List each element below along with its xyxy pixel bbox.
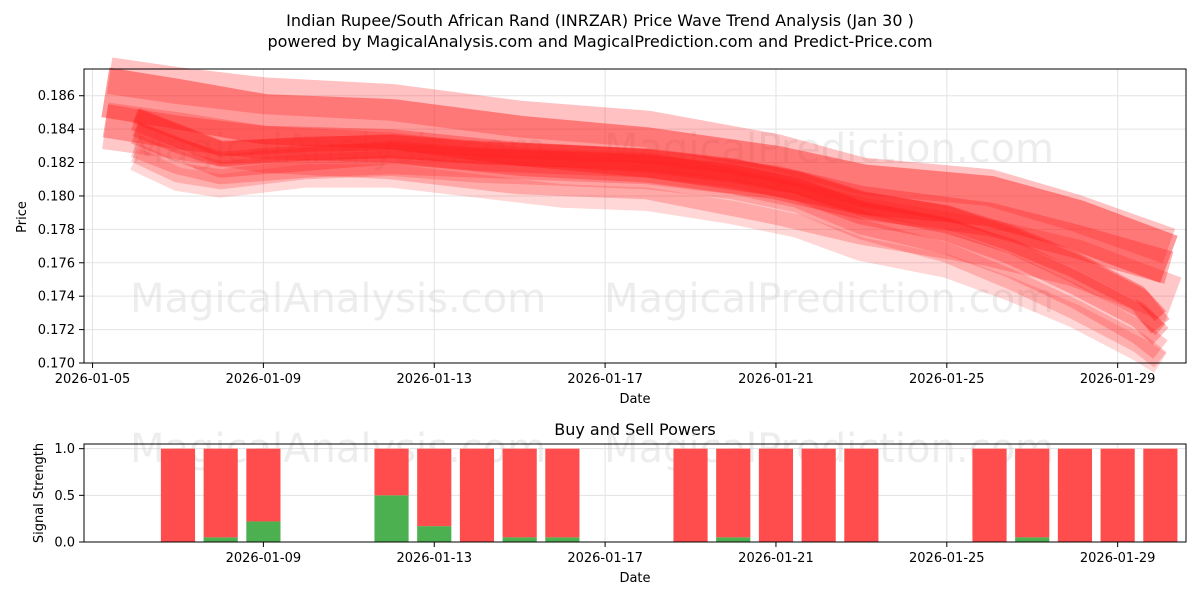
price-plot-frame xyxy=(83,68,1187,364)
power-y-axis-label: Signal Strength xyxy=(32,443,47,543)
power-y-ticks: 0.0 0.5 1.0 xyxy=(54,442,84,551)
buy-bar xyxy=(502,537,537,542)
sell-bar xyxy=(716,448,751,538)
band-upper-wide xyxy=(106,57,1176,264)
price-y-tick-label: 0.174 xyxy=(38,290,75,305)
band-lower-wide xyxy=(102,102,1182,322)
price-x-tick-label: 2026-01-25 xyxy=(909,372,985,387)
price-y-tick-label: 0.178 xyxy=(38,223,75,238)
sell-bar xyxy=(203,448,238,538)
price-x-ticks: 2026-01-05 2026-01-09 2026-01-13 2026-01-17… xyxy=(55,363,1156,387)
buy-bar xyxy=(246,521,281,542)
sell-bar xyxy=(1100,448,1135,542)
price-x-tick-label: 2026-01-29 xyxy=(1080,372,1156,387)
sell-bar xyxy=(545,448,580,538)
power-x-tick-label: 2026-01-25 xyxy=(909,551,985,566)
watermark-text: MagicalAnalysis.com xyxy=(130,126,546,172)
sell-bar xyxy=(801,448,836,542)
buy-bar xyxy=(203,537,238,542)
power-x-tick-label: 2026-01-17 xyxy=(567,551,643,566)
sell-bar xyxy=(246,448,281,522)
price-y-tick-label: 0.176 xyxy=(38,256,75,271)
sell-bar xyxy=(758,448,794,542)
sell-bar xyxy=(1015,448,1050,538)
buy-bar xyxy=(374,495,409,542)
price-y-tick-label: 0.182 xyxy=(38,156,75,171)
power-y-tick-label: 1.0 xyxy=(54,442,75,457)
watermark-text: MagicalPrediction.com xyxy=(604,276,1054,322)
band-upper-main xyxy=(101,67,1178,283)
power-x-ticks: 2026-01-09 2026-01-13 2026-01-17 2026-01-21… xyxy=(226,542,1156,566)
sell-bar xyxy=(160,448,196,542)
price-y-tick-label: 0.186 xyxy=(38,89,75,104)
price-y-tick-label: 0.172 xyxy=(38,323,75,338)
price-x-tick-label: 2026-01-21 xyxy=(738,372,814,387)
sell-bar xyxy=(374,448,409,496)
chart-title-line1: Indian Rupee/South African Rand (INRZAR)… xyxy=(286,11,914,30)
sell-bar xyxy=(673,448,708,542)
power-y-tick-label: 0.0 xyxy=(54,536,75,551)
price-watermarks: MagicalAnalysis.com MagicalPrediction.com… xyxy=(130,126,1054,322)
band-mid-2 xyxy=(131,121,1169,345)
price-x-axis-label: Date xyxy=(619,392,650,407)
band-core-2 xyxy=(132,122,1166,336)
buy-bar xyxy=(1015,537,1050,542)
sell-bar xyxy=(459,448,495,542)
power-x-tick-label: 2026-01-09 xyxy=(226,551,302,566)
buy-bar xyxy=(545,537,580,542)
buy-sell-power-chart: Buy and Sell Powers MagicalAnalysis.comM… xyxy=(32,420,1187,586)
band-mid-1 xyxy=(131,108,1170,334)
buy-bar xyxy=(716,537,751,542)
buy-bar xyxy=(417,526,452,542)
sell-bar xyxy=(502,448,537,538)
price-wave-chart: MagicalAnalysis.com MagicalPrediction.com… xyxy=(15,57,1187,407)
price-x-tick-label: 2026-01-09 xyxy=(226,372,302,387)
power-chart-title: Buy and Sell Powers xyxy=(554,420,716,439)
watermark-text: MagicalAnalysis.com xyxy=(130,276,546,322)
band-upper-lower xyxy=(102,104,1174,284)
price-y-tick-label: 0.170 xyxy=(38,357,75,372)
band-core-1 xyxy=(132,108,1166,322)
price-y-ticks: 0.170 0.172 0.174 0.176 0.178 0.180 0.182 0.184… xyxy=(38,89,84,372)
band-mid-4 xyxy=(131,143,1167,368)
price-y-tick-label: 0.184 xyxy=(38,123,75,138)
power-x-tick-label: 2026-01-13 xyxy=(396,551,472,566)
chart-title-line2: powered by MagicalAnalysis.com and Magic… xyxy=(267,32,932,51)
price-x-tick-label: 2026-01-13 xyxy=(396,372,472,387)
power-plot-frame xyxy=(83,443,1187,543)
band-lowest xyxy=(130,148,1167,373)
power-x-axis-label: Date xyxy=(619,571,650,586)
power-x-tick-label: 2026-01-21 xyxy=(738,551,814,566)
price-bands xyxy=(101,57,1182,373)
power-bars xyxy=(160,448,1178,542)
sell-bar xyxy=(1143,448,1178,542)
price-x-tick-label: 2026-01-05 xyxy=(55,372,131,387)
band-mid-3 xyxy=(131,134,1168,359)
price-x-tick-label: 2026-01-17 xyxy=(567,372,643,387)
sell-bar xyxy=(972,448,1007,542)
price-y-tick-label: 0.180 xyxy=(38,189,75,204)
sell-bar xyxy=(1057,448,1093,542)
sell-bar xyxy=(417,448,452,527)
price-y-axis-label: Price xyxy=(15,201,30,233)
power-y-tick-label: 0.5 xyxy=(54,489,75,504)
watermark-text: MagicalPrediction.com xyxy=(604,126,1054,172)
sell-bar xyxy=(844,448,879,542)
power-x-tick-label: 2026-01-29 xyxy=(1080,551,1156,566)
